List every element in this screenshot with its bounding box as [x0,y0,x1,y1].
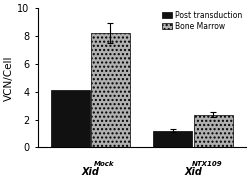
Text: Xid: Xid [184,167,202,177]
Bar [194,115,233,147]
Y-axis label: VCN/Cell: VCN/Cell [4,55,14,100]
Text: Xid: Xid [81,167,99,177]
Text: Mock: Mock [94,161,114,167]
Bar [154,131,192,147]
Legend: Post transduction, Bone Marrow: Post transduction, Bone Marrow [160,9,244,32]
Text: NTX109: NTX109 [192,161,222,167]
Bar [91,33,130,147]
Bar [51,90,90,147]
